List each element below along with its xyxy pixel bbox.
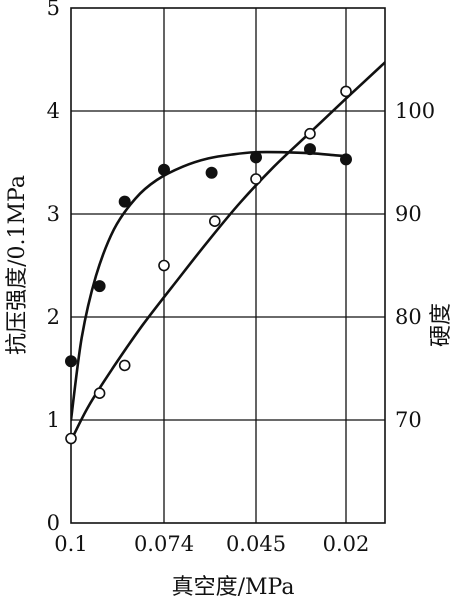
hardness-data-point (304, 127, 316, 140)
fit-curves (71, 60, 385, 442)
left-tick-label: 4 (47, 99, 60, 123)
x-axis-title: 真空度/MPa (172, 575, 295, 600)
strength-data-point (65, 355, 78, 368)
left-tick-label: 2 (47, 305, 60, 329)
plot-frame (70, 7, 386, 524)
x-tick-label: 0.02 (323, 532, 370, 556)
hardness-data-point (340, 85, 352, 98)
strength-data-point (250, 151, 263, 164)
hardness-data-point (118, 359, 131, 372)
right-tick-label: 70 (395, 408, 422, 432)
tick-labels: 0.1 0.074 0.045 0.02 0 1 2 3 4 5 70 80 90 100 (47, 0, 435, 556)
right-tick-label: 80 (395, 305, 422, 329)
right-axis-title: 硬度 (429, 303, 454, 347)
strength-data-point (339, 153, 352, 166)
hardness-data-point (93, 387, 106, 400)
strength-data-point (93, 280, 106, 293)
left-tick-label: 0 (47, 511, 60, 535)
hardness-data-point (209, 215, 221, 227)
strength-data-point (303, 143, 316, 156)
x-tick-label: 0.1 (54, 532, 87, 556)
strength-data-point (158, 163, 171, 176)
right-tick-label: 90 (395, 202, 422, 226)
grid-lines (71, 8, 385, 523)
data-points (65, 85, 352, 445)
strength-data-point (118, 195, 131, 208)
left-tick-label: 5 (47, 0, 60, 20)
hardness-data-point (250, 173, 262, 185)
right-tick-label: 100 (395, 99, 435, 123)
hardness-fit-curve (71, 60, 385, 442)
left-tick-label: 3 (47, 202, 60, 226)
hardness-data-point (158, 259, 170, 272)
left-tick-label: 1 (47, 408, 60, 432)
strength-fit-curve (71, 150, 348, 422)
x-tick-label: 0.045 (226, 532, 286, 556)
hardness-data-point (65, 432, 77, 445)
strength-data-point (205, 166, 218, 179)
x-tick-label: 0.074 (134, 532, 194, 556)
left-axis-title: 抗压强度/0.1MPa (5, 175, 30, 355)
